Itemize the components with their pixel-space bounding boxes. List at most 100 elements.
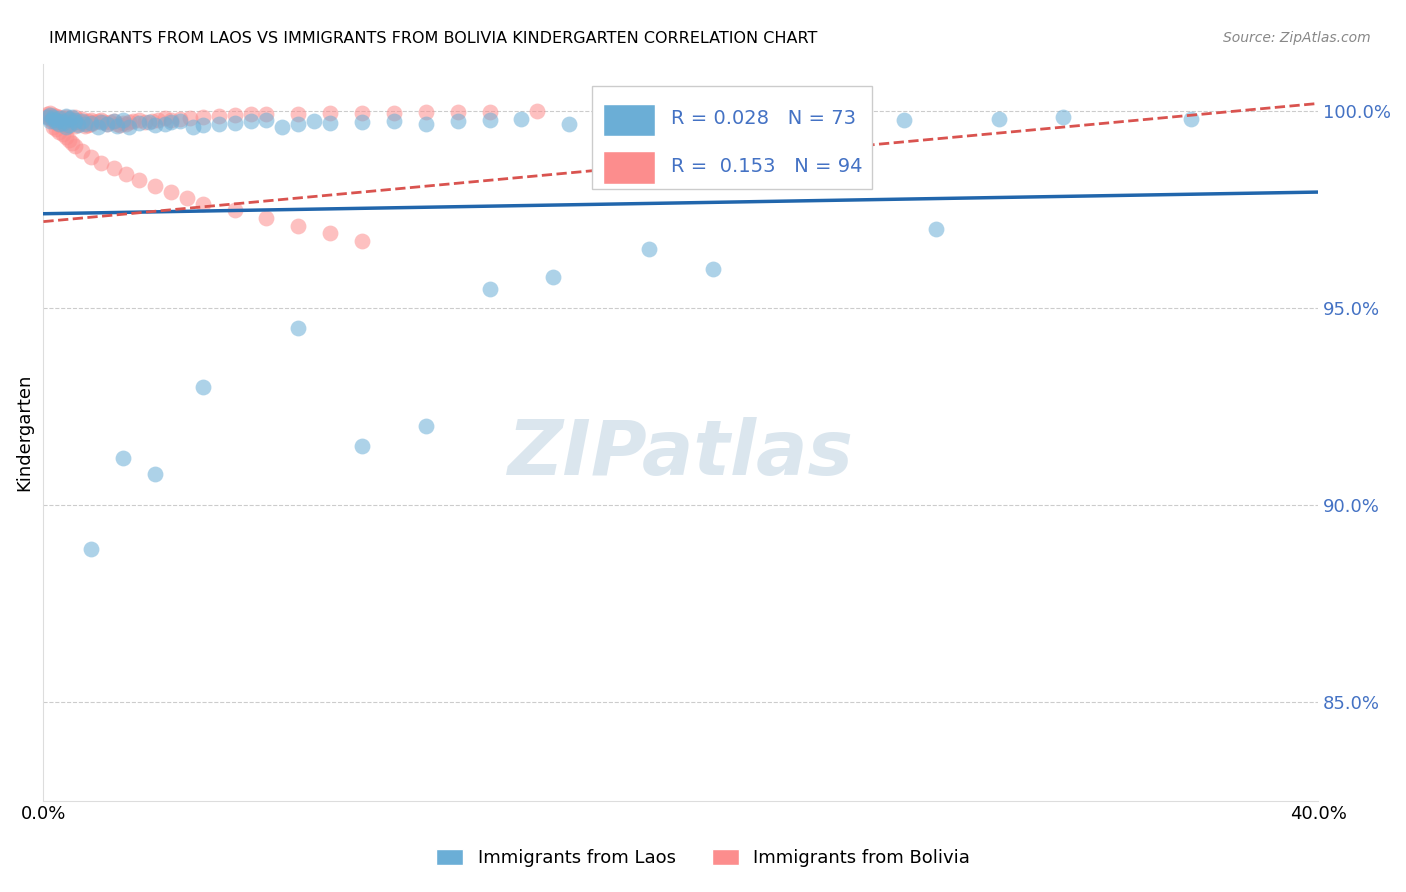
Point (51, 115, 73, 129)
Point (48, 114, 70, 128)
Point (191, 110, 214, 124)
Point (96, 117, 118, 131)
Point (558, 117, 581, 131)
Point (287, 321, 309, 335)
Point (224, 202, 246, 217)
Point (67, 117, 90, 131)
Point (239, 114, 262, 128)
Point (797, 112, 820, 126)
Point (51, 116, 73, 130)
Point (415, 419, 437, 434)
Point (143, 118, 166, 132)
Point (134, 115, 156, 129)
Point (638, 242, 661, 256)
Point (143, 179, 166, 194)
Point (93, 115, 115, 129)
Point (103, 114, 125, 128)
Point (58, 120, 80, 134)
Point (141, 114, 163, 128)
Point (58, 118, 80, 132)
Point (115, 117, 138, 131)
Point (42, 112, 65, 126)
Point (55, 130, 77, 145)
Point (48, 117, 70, 131)
Point (319, 227, 342, 241)
Point (415, 117, 437, 131)
Point (80, 113, 103, 128)
Point (287, 117, 309, 131)
Point (271, 120, 294, 134)
Point (80, 541, 103, 556)
Point (108, 118, 131, 132)
Point (153, 112, 176, 126)
Point (118, 120, 141, 134)
Point (70, 144, 93, 158)
Point (96, 117, 118, 131)
Point (256, 107, 278, 121)
Point (478, 282, 501, 296)
Point (382, 114, 405, 128)
Point (606, 115, 628, 129)
Point (42, 110, 65, 124)
Text: Source: ZipAtlas.com: Source: ZipAtlas.com (1223, 31, 1371, 45)
Point (48, 110, 70, 124)
Point (35, 107, 58, 121)
Point (83, 115, 105, 129)
Point (287, 107, 309, 121)
Point (45, 116, 67, 130)
Point (73, 117, 96, 131)
Point (42, 120, 65, 134)
Point (208, 117, 231, 131)
Y-axis label: Kindergarten: Kindergarten (15, 374, 32, 491)
Point (45, 113, 67, 128)
Point (65, 113, 87, 128)
Point (169, 112, 191, 127)
Point (179, 112, 201, 126)
Point (48, 117, 70, 131)
Point (55, 120, 77, 134)
Point (38, 108, 60, 122)
Point (58, 115, 80, 129)
Point (45, 109, 67, 123)
Point (58, 112, 80, 126)
Point (319, 116, 342, 130)
Point (146, 113, 169, 128)
FancyBboxPatch shape (592, 87, 872, 189)
Point (60, 110, 83, 124)
Point (45, 113, 67, 128)
Point (60, 136, 83, 150)
Point (169, 114, 191, 128)
Point (80, 116, 103, 130)
Point (128, 116, 150, 130)
Text: ZIPatlas: ZIPatlas (508, 417, 853, 491)
Point (38, 110, 60, 124)
FancyBboxPatch shape (605, 104, 655, 136)
Point (845, 114, 868, 128)
Point (48, 112, 70, 126)
Point (38, 112, 60, 127)
Point (153, 117, 176, 131)
Point (55, 109, 77, 123)
Point (191, 118, 214, 132)
Point (103, 114, 125, 128)
Text: R = 0.028   N = 73: R = 0.028 N = 73 (671, 110, 856, 128)
Point (510, 112, 533, 127)
Point (256, 211, 278, 225)
Point (669, 114, 692, 128)
Point (58, 133, 80, 147)
Point (160, 115, 183, 129)
Point (105, 117, 128, 131)
Point (86, 120, 108, 134)
Point (51, 114, 73, 128)
Point (224, 116, 246, 130)
Point (160, 113, 183, 128)
Point (42, 108, 65, 122)
FancyBboxPatch shape (605, 153, 655, 184)
Point (256, 113, 278, 128)
Point (352, 235, 374, 249)
Point (67, 113, 90, 128)
Point (60, 112, 83, 127)
Point (447, 105, 470, 120)
Point (160, 185, 183, 199)
Point (181, 120, 204, 134)
